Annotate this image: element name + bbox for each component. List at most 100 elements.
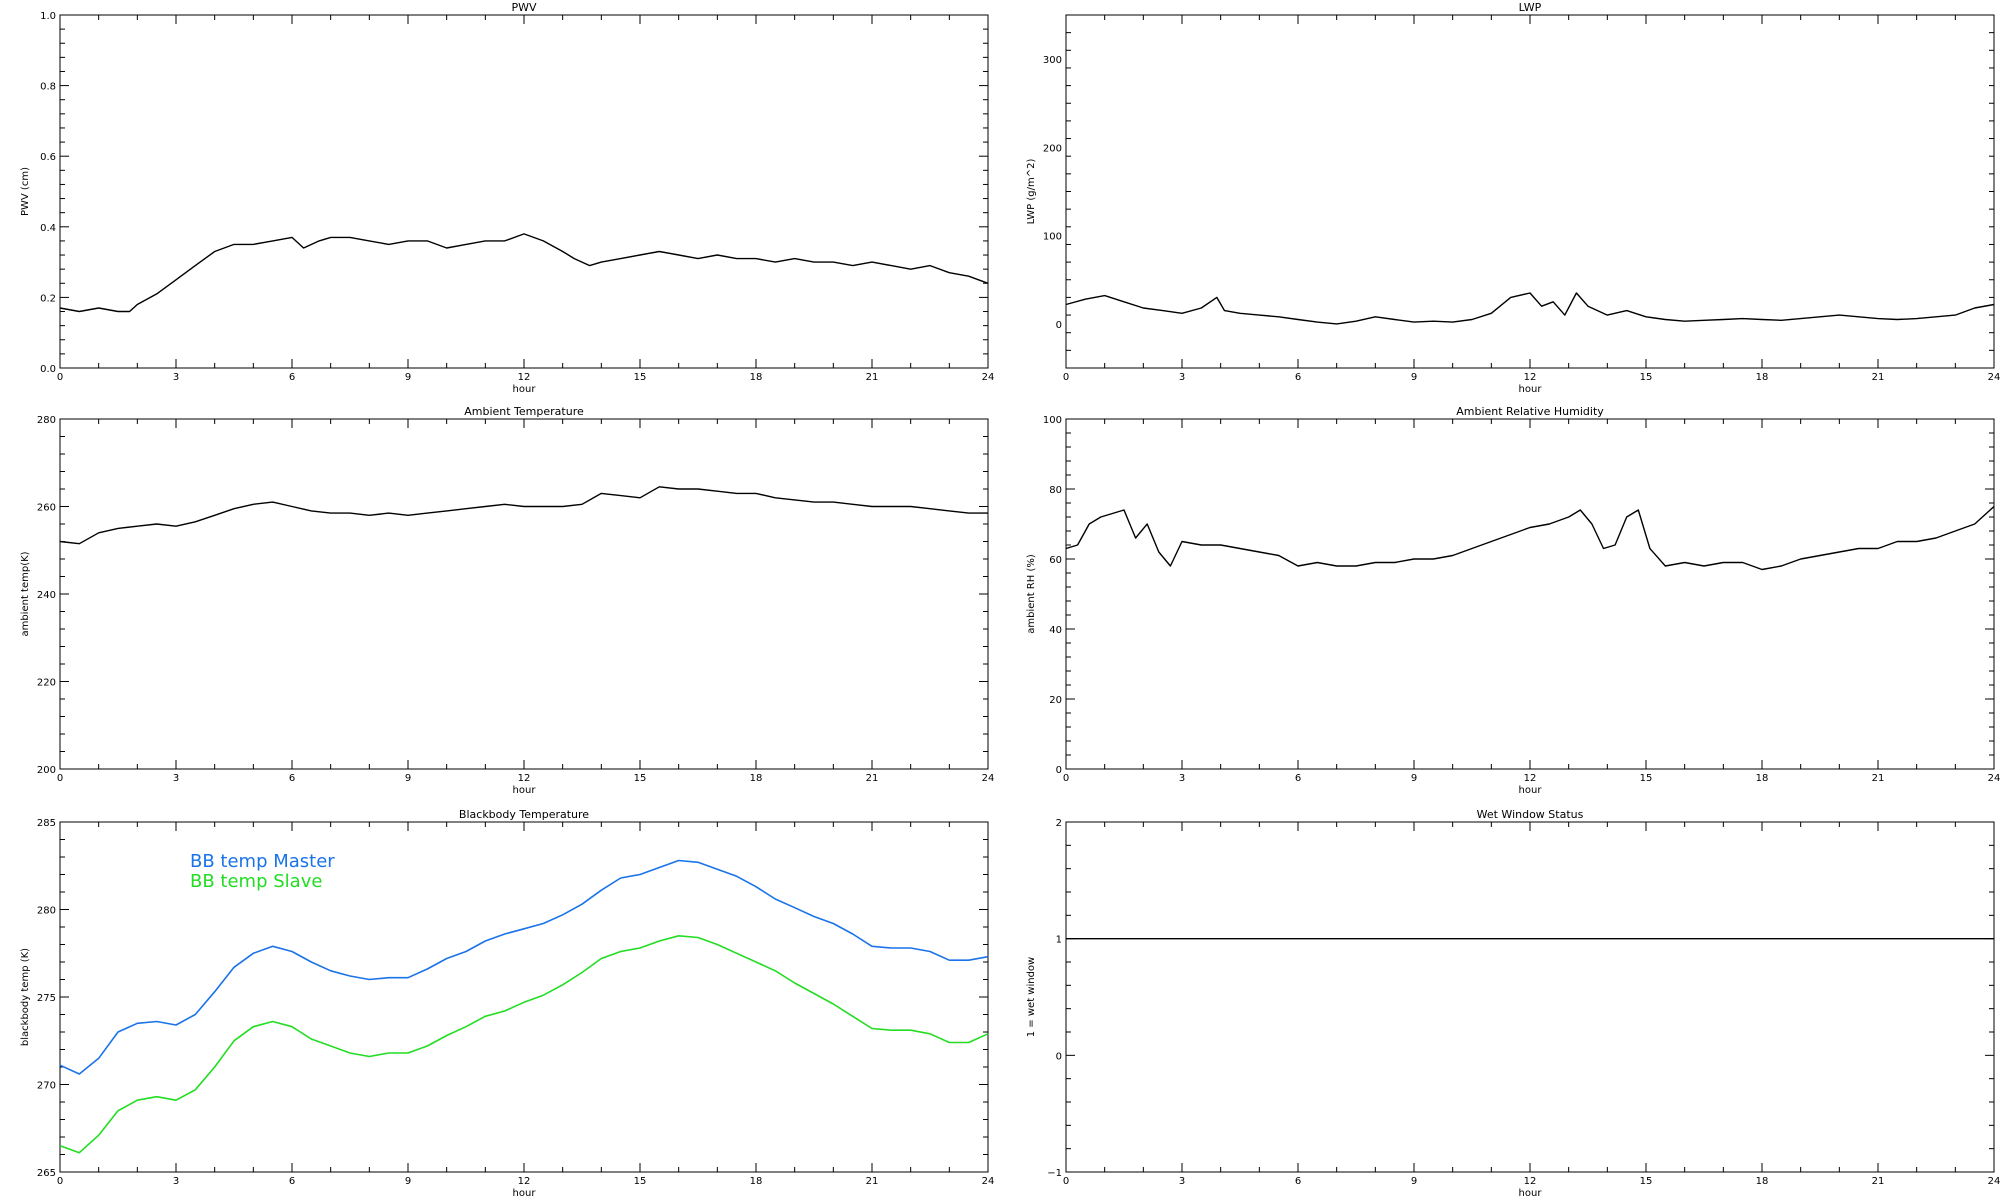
x-tick-label: 15: [634, 372, 647, 383]
series-line-pwv: [59, 233, 989, 313]
x-tick-label: 6: [1295, 1176, 1301, 1187]
x-tick-label: 18: [1756, 1176, 1769, 1187]
x-tick-label: 21: [866, 773, 879, 784]
x-tick-label: 3: [173, 1176, 179, 1187]
legend-entry-bb-temp-master: BB temp Master: [190, 851, 335, 872]
x-tick-label: 24: [1988, 773, 2000, 784]
y-tick-label: 40: [1049, 625, 1062, 636]
panel-ambient-relative-humidity: Ambient Relative Humidity 0 3 6 9 12 15 18 21 24 0…: [1026, 405, 2000, 796]
y-tick-label: 280: [37, 906, 56, 917]
chart-title: LWP: [1519, 1, 1542, 14]
y-tick-label: 270: [37, 1081, 56, 1092]
panel-pwv: PWV 0 3 6 9 12 15 18 21 24 0.0 0.2 0.4 0.6 0.8 1.0 hour P…: [20, 1, 994, 395]
x-tick-label: 24: [1988, 1176, 2000, 1187]
y-tick-label: 240: [37, 590, 56, 601]
series-line-ambient-temperature: [59, 486, 988, 545]
plot-frame: [1065, 821, 1995, 1173]
x-axis-label: hour: [513, 1188, 537, 1199]
x-tick-label: 12: [518, 773, 531, 784]
y-tick-label: 100: [1043, 415, 1062, 426]
chart-title: Ambient Relative Humidity: [1456, 405, 1604, 418]
x-tick-label: 15: [1640, 372, 1653, 383]
x-tick-label: 9: [405, 1176, 411, 1187]
series-line-ambient-relative-humidity: [1065, 505, 1995, 571]
x-tick-label: 3: [1179, 773, 1185, 784]
x-tick-label: 6: [289, 773, 295, 784]
x-tick-label: 24: [1988, 372, 2000, 383]
y-tick-label: 0: [1056, 765, 1062, 776]
y-tick-label: 285: [37, 818, 56, 829]
x-tick-label: 0: [57, 1176, 63, 1187]
x-tick-label: 24: [982, 773, 995, 784]
series-line-bb-temp-slave: [59, 934, 989, 1154]
y-axis-label: LWP (g/m^2): [1026, 159, 1037, 225]
y-tick-label: 0.8: [40, 82, 56, 93]
y-tick-label: 0.4: [40, 223, 56, 234]
x-tick-label: 21: [866, 372, 879, 383]
y-tick-label: 260: [37, 503, 56, 514]
y-tick-label: 2: [1056, 818, 1062, 829]
y-tick-label: 0.6: [40, 152, 56, 163]
panel-lwp: LWP 0 3 6 9 12 15 18 21 24 0 100 200 300 hour LWP (g/m^…: [1026, 1, 2000, 395]
x-tick-label: 21: [1872, 1176, 1885, 1187]
plot-frame: [59, 14, 989, 369]
x-tick-label: 18: [750, 372, 763, 383]
x-tick-label: 0: [57, 372, 63, 383]
y-axis-label: blackbody temp (K): [20, 948, 31, 1046]
series-line-bb-temp-master: [59, 859, 989, 1075]
series-line-lwp: [1065, 292, 1995, 325]
y-tick-label: 80: [1049, 485, 1062, 496]
x-tick-label: 12: [1524, 1176, 1537, 1187]
y-tick-label: 300: [1043, 55, 1062, 66]
y-tick-label: 60: [1049, 555, 1062, 566]
x-tick-label: 3: [1179, 1176, 1185, 1187]
y-tick-label: 265: [37, 1168, 56, 1179]
y-tick-label: 280: [37, 415, 56, 426]
x-tick-label: 21: [1872, 773, 1885, 784]
y-tick-label: 200: [1043, 143, 1062, 154]
x-axis-label: hour: [513, 384, 537, 395]
x-axis-label: hour: [1519, 1188, 1543, 1199]
x-tick-label: 0: [1063, 372, 1069, 383]
x-tick-label: 24: [982, 372, 995, 383]
x-tick-label: 0: [57, 773, 63, 784]
x-tick-label: 9: [1411, 1176, 1417, 1187]
y-tick-label: 100: [1043, 232, 1062, 243]
x-tick-label: 9: [405, 372, 411, 383]
x-axis-label: hour: [513, 785, 537, 796]
y-tick-label: 0: [1056, 320, 1062, 331]
y-tick-label: 1.0: [40, 11, 56, 22]
panel-blackbody-temperature: Blackbody Temperature 0 3 6 9 12 15 18 21 24 265 27…: [20, 808, 994, 1199]
x-tick-label: 3: [173, 773, 179, 784]
x-tick-label: 15: [634, 1176, 647, 1187]
x-tick-label: 0: [1063, 773, 1069, 784]
x-tick-label: 9: [1411, 372, 1417, 383]
y-tick-label: 20: [1049, 695, 1062, 706]
x-tick-label: 9: [405, 773, 411, 784]
y-axis-label: ambient temp(K): [20, 551, 31, 636]
x-tick-label: 6: [289, 1176, 295, 1187]
x-tick-label: 24: [982, 1176, 995, 1187]
y-axis-label: PWV (cm): [20, 167, 31, 216]
x-tick-label: 0: [1063, 1176, 1069, 1187]
x-tick-label: 18: [1756, 372, 1769, 383]
y-tick-label: 200: [37, 765, 56, 776]
x-tick-label: 21: [1872, 372, 1885, 383]
y-tick-label: 0.0: [40, 364, 56, 375]
x-tick-label: 12: [518, 372, 531, 383]
x-tick-label: 15: [1640, 1176, 1653, 1187]
y-axis-label: 1 = wet window: [1026, 957, 1037, 1037]
x-tick-label: 3: [1179, 372, 1185, 383]
y-tick-label: 220: [37, 678, 56, 689]
x-tick-label: 9: [1411, 773, 1417, 784]
plot-frame: [59, 418, 989, 770]
y-tick-label: 0.2: [40, 293, 56, 304]
x-tick-label: 15: [634, 773, 647, 784]
y-tick-label: 275: [37, 993, 56, 1004]
y-tick-label: 1: [1056, 935, 1062, 946]
x-tick-label: 18: [1756, 773, 1769, 784]
panel-ambient-temperature: Ambient Temperature 0 3 6 9 12 15 18 21 24 200 220 2…: [20, 405, 994, 796]
